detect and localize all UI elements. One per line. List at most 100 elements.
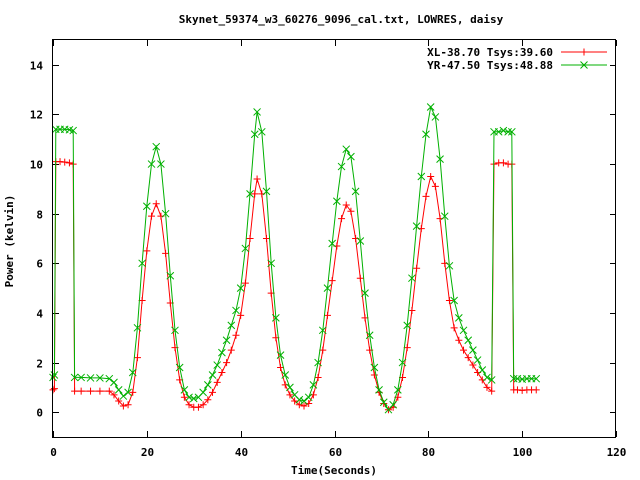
data-point xyxy=(580,61,588,69)
data-point xyxy=(342,145,351,154)
data-point xyxy=(370,363,379,372)
data-point xyxy=(488,387,496,395)
data-point xyxy=(218,348,226,357)
data-point xyxy=(115,397,123,405)
data-point xyxy=(133,323,142,332)
series-line xyxy=(52,105,537,411)
data-point xyxy=(499,159,507,167)
data-point xyxy=(236,284,245,292)
data-point xyxy=(180,386,189,394)
plot-frame xyxy=(52,39,616,438)
data-point xyxy=(295,401,303,409)
data-point xyxy=(445,261,454,270)
data-point xyxy=(267,259,276,268)
data-point xyxy=(253,108,261,116)
data-point xyxy=(351,187,360,196)
data-point xyxy=(417,172,426,181)
y-tick-label: 8 xyxy=(36,209,43,222)
data-point xyxy=(232,306,240,315)
data-point xyxy=(147,160,156,168)
data-point xyxy=(148,212,156,220)
data-point xyxy=(361,289,369,297)
y-tick-label: 0 xyxy=(36,407,43,420)
y-axis-label: Power (kelvin) xyxy=(3,195,16,288)
data-point xyxy=(413,264,421,272)
data-point xyxy=(124,388,132,397)
data-point xyxy=(309,381,318,389)
data-point xyxy=(580,48,588,56)
data-point xyxy=(375,386,383,394)
data-point xyxy=(412,222,421,230)
y-tick-label: 12 xyxy=(30,109,43,122)
data-point xyxy=(483,373,491,382)
data-point xyxy=(370,371,378,379)
x-tick-label: 60 xyxy=(329,446,342,459)
data-point xyxy=(77,387,85,395)
data-point xyxy=(314,358,322,367)
data-point xyxy=(469,361,477,369)
data-point xyxy=(203,381,212,389)
data-point xyxy=(213,361,222,369)
data-point xyxy=(142,202,151,211)
data-point xyxy=(347,207,355,215)
data-point xyxy=(304,393,313,402)
data-point xyxy=(478,366,487,374)
x-axis-label: Time(Seconds) xyxy=(291,464,377,477)
data-point xyxy=(473,356,482,364)
series-2 xyxy=(49,103,541,414)
data-point xyxy=(483,383,491,391)
data-point xyxy=(487,376,496,384)
legend-label: YR-47.50 Tsys:48.88 xyxy=(427,59,553,72)
data-point xyxy=(199,388,207,397)
data-point xyxy=(332,197,341,206)
x-tick-label: 120 xyxy=(607,446,627,459)
data-point xyxy=(426,103,435,111)
data-point xyxy=(338,215,346,223)
data-point xyxy=(77,373,86,382)
data-point xyxy=(129,388,137,396)
data-point xyxy=(454,314,463,322)
data-point xyxy=(65,159,73,167)
data-point xyxy=(469,346,477,355)
x-tick-label: 20 xyxy=(141,446,154,459)
series-line xyxy=(52,161,537,411)
data-point xyxy=(455,336,463,344)
x-tick-label: 40 xyxy=(235,446,248,459)
data-point xyxy=(185,401,193,409)
data-point xyxy=(440,212,449,221)
data-point xyxy=(295,395,304,404)
data-point xyxy=(96,374,104,382)
data-point xyxy=(314,373,322,381)
data-point xyxy=(185,393,193,402)
data-point xyxy=(175,363,184,372)
data-point xyxy=(143,247,151,255)
data-point xyxy=(379,398,388,407)
data-point xyxy=(431,182,439,190)
data-point xyxy=(422,192,430,200)
data-point xyxy=(114,386,123,394)
data-point xyxy=(128,368,137,377)
data-point xyxy=(459,326,468,335)
x-tick-label: 0 xyxy=(50,446,57,459)
data-point xyxy=(124,401,132,409)
data-point xyxy=(393,386,402,394)
data-point xyxy=(70,373,79,382)
data-point xyxy=(246,235,254,242)
data-point xyxy=(464,336,473,345)
data-point xyxy=(223,359,231,367)
data-point xyxy=(222,336,231,345)
data-point xyxy=(408,306,416,314)
data-point xyxy=(509,374,518,383)
data-point xyxy=(189,394,198,403)
data-point xyxy=(291,397,299,405)
data-point xyxy=(138,259,146,268)
data-point xyxy=(356,237,365,245)
data-point xyxy=(209,388,217,396)
x-tick-label: 80 xyxy=(422,446,435,459)
data-point xyxy=(403,344,411,352)
data-point xyxy=(246,189,254,198)
data-point xyxy=(300,397,308,405)
data-point xyxy=(87,387,95,395)
data-point xyxy=(431,113,440,121)
data-point xyxy=(272,314,280,322)
